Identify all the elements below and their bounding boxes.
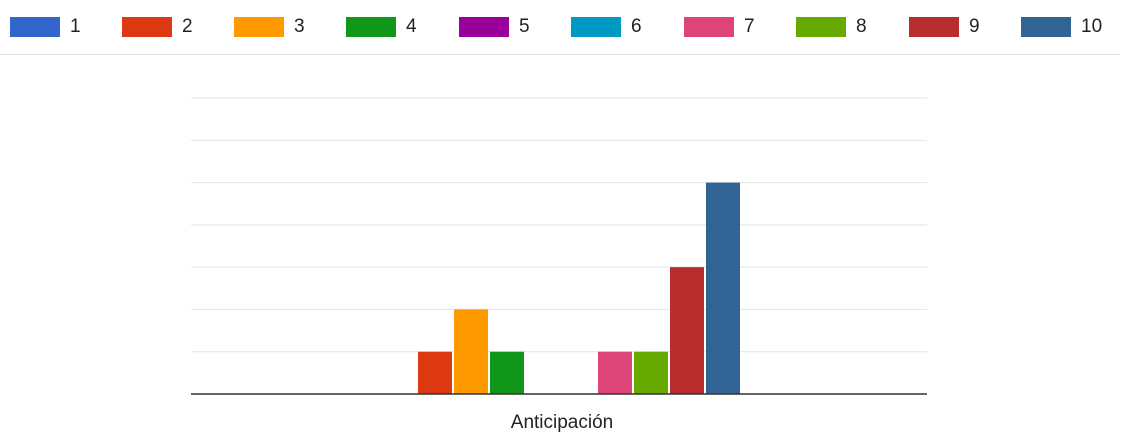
- legend-swatch: [796, 17, 846, 37]
- legend-item-6[interactable]: 6: [571, 14, 642, 40]
- bar-series-9[interactable]: [670, 267, 704, 394]
- legend-swatch: [571, 17, 621, 37]
- legend-swatch: [1021, 17, 1071, 37]
- legend-label: 4: [406, 16, 417, 37]
- legend-item-7[interactable]: 7: [684, 14, 755, 40]
- legend-label: 7: [744, 16, 755, 37]
- legend-item-8[interactable]: 8: [796, 14, 867, 40]
- legend-swatch: [459, 17, 509, 37]
- bar-series-3[interactable]: [454, 309, 488, 394]
- bar-series-4[interactable]: [490, 351, 524, 394]
- bar-series-10[interactable]: [706, 182, 740, 394]
- legend-label: 9: [969, 16, 980, 37]
- legend-item-1[interactable]: 1: [10, 14, 81, 40]
- legend-swatch: [234, 17, 284, 37]
- chart-legend: 1 2 3 4 5 6 7 8 9 10: [0, 0, 1121, 60]
- legend-label: 6: [631, 16, 642, 37]
- legend-item-3[interactable]: 3: [234, 14, 305, 40]
- legend-item-5[interactable]: 5: [459, 14, 530, 40]
- legend-label: 8: [856, 16, 867, 37]
- bar-series-2[interactable]: [418, 351, 452, 394]
- legend-swatch: [10, 17, 60, 37]
- legend-divider: [0, 54, 1121, 55]
- legend-item-10[interactable]: 10: [1021, 14, 1102, 40]
- bar-series-8[interactable]: [634, 351, 668, 394]
- legend-label: 5: [519, 16, 530, 37]
- legend-swatch: [346, 17, 396, 37]
- bar-series-7[interactable]: [598, 351, 632, 394]
- legend-label: 3: [294, 16, 305, 37]
- legend-swatch: [122, 17, 172, 37]
- legend-item-9[interactable]: 9: [909, 14, 980, 40]
- legend-swatch: [909, 17, 959, 37]
- legend-item-4[interactable]: 4: [346, 14, 417, 40]
- x-tick-label: Anticipación: [511, 412, 613, 433]
- legend-item-2[interactable]: 2: [122, 14, 193, 40]
- legend-label: 2: [182, 16, 193, 37]
- legend-label: 10: [1081, 16, 1103, 37]
- legend-swatch: [684, 17, 734, 37]
- legend-label: 1: [70, 16, 81, 37]
